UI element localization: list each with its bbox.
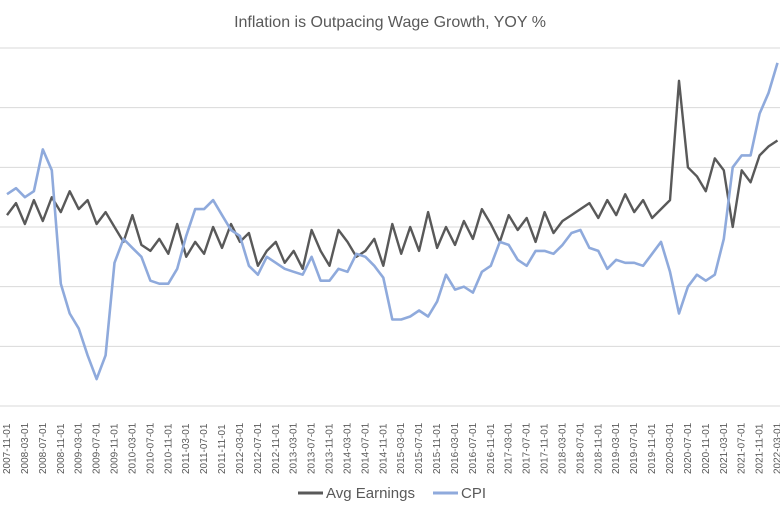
series-line-cpi xyxy=(6,62,779,381)
x-tick-label: 2010-03-01 xyxy=(127,422,138,474)
x-tick-label: 2011-03-01 xyxy=(181,423,192,474)
x-tick-label: 2012-03-01 xyxy=(235,422,246,474)
legend: Avg Earnings CPI xyxy=(298,485,486,502)
x-tick-label: 2018-11-01 xyxy=(593,423,604,474)
x-tick-label: 2016-11-01 xyxy=(486,423,497,474)
series-line-avg-earnings xyxy=(6,79,779,270)
x-tick-label: 2014-03-01 xyxy=(343,422,354,474)
x-tick-label: 2015-07-01 xyxy=(414,422,425,474)
x-tick-label: 2011-11-01 xyxy=(217,424,228,474)
x-tick-label: 2014-11-01 xyxy=(378,423,389,474)
x-tick-label: 2022-03-01 xyxy=(773,422,780,474)
x-tick-label: 2016-03-01 xyxy=(450,422,461,474)
x-tick-label: 2020-11-01 xyxy=(701,423,712,474)
x-tick-label: 2012-11-01 xyxy=(271,423,282,474)
x-tick-label: 2011-07-01 xyxy=(199,423,210,474)
x-tick-label: 2017-07-01 xyxy=(522,422,533,474)
x-tick-label: 2008-07-01 xyxy=(38,422,49,474)
x-tick-label: 2013-07-01 xyxy=(307,422,318,474)
x-tick-label: 2020-03-01 xyxy=(665,422,676,474)
x-tick-label: 2015-11-01 xyxy=(432,423,443,474)
x-tick-label: 2012-07-01 xyxy=(253,422,264,474)
x-tick-label: 2015-03-01 xyxy=(396,422,407,474)
series-lines xyxy=(6,62,779,381)
x-tick-label: 2008-03-01 xyxy=(20,422,31,474)
x-tick-label: 2009-07-01 xyxy=(92,422,103,474)
x-tick-label: 2020-07-01 xyxy=(683,422,694,474)
chart-title: Inflation is Outpacing Wage Growth, YOY … xyxy=(234,14,546,31)
x-tick-label: 2009-11-01 xyxy=(110,423,121,474)
x-tick-label: 2009-03-01 xyxy=(74,422,85,474)
x-tick-label: 2016-07-01 xyxy=(468,422,479,474)
x-tick-label: 2017-03-01 xyxy=(504,422,515,474)
legend-label-cpi: CPI xyxy=(461,485,486,502)
x-tick-label: 2014-07-01 xyxy=(360,422,371,474)
gridlines xyxy=(0,47,780,407)
x-tick-label: 2013-03-01 xyxy=(289,422,300,474)
x-tick-label: 2018-03-01 xyxy=(558,422,569,474)
x-tick-label: 2010-11-01 xyxy=(163,423,174,474)
legend-label-avg-earnings: Avg Earnings xyxy=(326,485,415,502)
x-tick-label: 2007-11-01 xyxy=(2,423,13,474)
x-tick-label: 2010-07-01 xyxy=(145,422,156,474)
x-tick-label: 2013-11-01 xyxy=(325,423,336,474)
x-tick-label: 2019-11-01 xyxy=(647,423,658,474)
x-tick-label: 2008-11-01 xyxy=(56,423,67,474)
x-axis-tick-labels: 2007-11-01 2008-03-01 2008-07-01 2008-11-01… xyxy=(2,422,780,474)
x-tick-label: 2019-03-01 xyxy=(611,422,622,474)
x-tick-label: 2017-11-01 xyxy=(540,423,551,474)
x-tick-label: 2021-03-01 xyxy=(719,422,730,474)
x-tick-label: 2018-07-01 xyxy=(575,422,586,474)
x-tick-label: 2021-07-01 xyxy=(737,422,748,474)
x-tick-label: 2019-07-01 xyxy=(629,422,640,474)
x-tick-label: 2021-11-01 xyxy=(755,423,766,474)
